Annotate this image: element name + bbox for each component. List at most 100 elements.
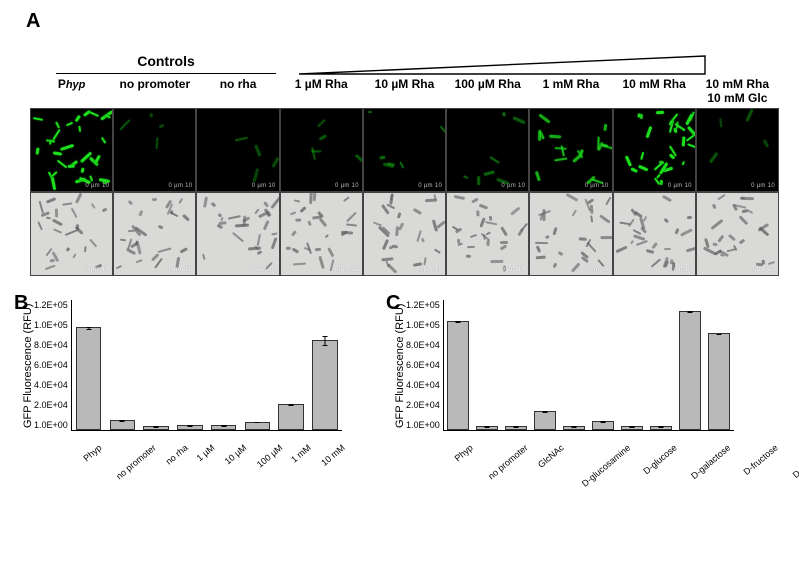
scale-bar-label: 0 µm 10 — [335, 183, 359, 189]
panel-c-xlabels: Phypno promoterGlcNAcD-glucosamineD-gluc… — [440, 431, 730, 451]
bar-slot — [173, 300, 207, 430]
ytick-label: 1.0E+05 — [406, 320, 440, 330]
ytick-label: 1.0E+05 — [34, 320, 68, 330]
bar — [143, 426, 169, 430]
scale-bar-label: 0 µm 10 — [169, 267, 193, 273]
panel-c: C GFP Fluorescence (RFU) 1.2E+051.0E+058… — [392, 300, 762, 451]
bar-slot — [72, 300, 106, 430]
xtick-label: D-galactose — [683, 431, 737, 481]
bar — [592, 421, 614, 430]
fluorescence-image: 0 µm 10 — [446, 108, 529, 192]
error-bar — [88, 327, 89, 330]
scale-bar-label: 0 µm 10 — [418, 183, 442, 189]
scale-bar-label: 0 µm 10 — [85, 183, 109, 189]
scale-bar-label: 0 µm 10 — [85, 267, 109, 273]
panel-a-col-label: 10 µM Rha — [363, 78, 446, 108]
bar-slot — [473, 300, 502, 430]
panel-a-col-label: 10 mM Rha10 mM Glc — [696, 78, 779, 108]
bar — [312, 340, 338, 430]
fluorescence-image: 0 µm 10 — [196, 108, 279, 192]
error-bar — [458, 321, 459, 323]
ytick-label: 1.0E+00 — [406, 420, 440, 430]
scale-bar-label: 0 µm 10 — [585, 267, 609, 273]
bar-slot — [308, 300, 342, 430]
bar-slot — [241, 300, 275, 430]
bar — [447, 321, 469, 430]
bar-slot — [618, 300, 647, 430]
scale-bar-label: 0 µm 10 — [169, 183, 193, 189]
xtick-label: D-glucosamine — [573, 431, 636, 489]
panel-b-plot-area — [71, 300, 342, 431]
panel-b-bars — [72, 300, 342, 430]
panel-b-xlabels: Phypno promoterno rha1 µM10 µM100 µM1 mM… — [68, 431, 338, 451]
scale-bar-label: 0 µm 10 — [418, 267, 442, 273]
scale-bar-label: 0 µm 10 — [252, 183, 276, 189]
fluorescence-image: 0 µm 10 — [363, 108, 446, 192]
bar — [563, 426, 585, 430]
fluorescence-image: 0 µm 10 — [529, 108, 612, 192]
brightfield-image: 0 µm 10 — [613, 192, 696, 276]
scale-bar-label: 0 µm 10 — [585, 183, 609, 189]
bar — [76, 327, 102, 430]
brightfield-image: 0 µm 10 — [529, 192, 612, 276]
bar — [245, 422, 271, 431]
panel-a-col-label: 1 µM Rha — [280, 78, 363, 108]
panel-a-col-label: Phyp — [30, 78, 113, 108]
panels-bc-row: B GFP Fluorescence (RFU) 1.2E+051.0E+058… — [20, 300, 779, 451]
brightfield-image: 0 µm 10 — [113, 192, 196, 276]
panel-a-header: Controls — [20, 20, 779, 76]
fluorescence-image: 0 µm 10 — [613, 108, 696, 192]
xtick-label: GlcNAc — [530, 431, 571, 470]
panel-a-col-label: 100 µM Rha — [446, 78, 529, 108]
fluorescence-row: 0 µm 10 0 µm 10 0 µm 10 0 µm 10 0 µm 10 0 µm … — [30, 108, 779, 192]
panel-c-plot-area — [443, 300, 734, 431]
bar-slot — [705, 300, 734, 430]
scale-bar-label: 0 µm 10 — [668, 267, 692, 273]
bar — [505, 426, 527, 430]
xtick-label: 10 mM — [312, 431, 351, 468]
xtick-label: D-mannose — [784, 431, 799, 480]
scale-bar-label: 0 µm 10 — [501, 183, 525, 189]
bar — [650, 426, 672, 430]
controls-group: Controls — [40, 53, 292, 76]
figure: A Controls Phypno promoterno rha1 µM Rha… — [20, 20, 779, 451]
error-bar — [719, 334, 720, 336]
brightfield-image: 0 µm 10 — [280, 192, 363, 276]
panel-b-ylabel: GFP Fluorescence (RFU) — [20, 300, 34, 431]
panel-a-col-label: 10 mM Rha — [613, 78, 696, 108]
fluorescence-image: 0 µm 10 — [30, 108, 113, 192]
xtick-label: no promoter — [108, 431, 163, 481]
bar — [211, 425, 237, 430]
bar — [476, 426, 498, 430]
panel-a-col-label: no rha — [196, 78, 279, 108]
bar — [708, 333, 730, 430]
xtick-label: D-fructose — [735, 431, 784, 477]
bar-slot — [560, 300, 589, 430]
panel-c-yticks: 1.2E+051.0E+058.0E+046.0E+044.0E+042.0E+… — [406, 300, 443, 430]
fluorescence-image: 0 µm 10 — [696, 108, 779, 192]
brightfield-row: 0 µm 10 0 µm 10 0 µm 10 0 µm 10 0 µm 10 0 µm … — [30, 192, 779, 276]
bar-slot — [444, 300, 473, 430]
panel-a-images: 0 µm 10 0 µm 10 0 µm 10 0 µm 10 0 µm 10 0 µm … — [20, 108, 779, 276]
ytick-label: 8.0E+04 — [34, 340, 68, 350]
error-bar — [324, 336, 325, 346]
bar-slot — [502, 300, 531, 430]
bar — [679, 311, 701, 430]
xtick-label: Phyp — [446, 431, 479, 463]
bar-slot — [676, 300, 705, 430]
bar-slot — [106, 300, 140, 430]
xtick-label: 1 mM — [283, 431, 318, 465]
brightfield-image: 0 µm 10 — [363, 192, 446, 276]
bar — [177, 425, 203, 430]
panel-a: A Controls Phypno promoterno rha1 µM Rha… — [20, 20, 779, 276]
bar-slot — [531, 300, 560, 430]
bar-slot — [139, 300, 173, 430]
ytick-label: 1.2E+05 — [34, 300, 68, 310]
xtick-label: 10 µM — [216, 431, 253, 466]
panel-c-bars — [444, 300, 734, 430]
panel-c-ylabel: GFP Fluorescence (RFU) — [392, 300, 406, 431]
bar-slot — [274, 300, 308, 430]
ytick-label: 4.0E+04 — [34, 380, 68, 390]
fluorescence-image: 0 µm 10 — [113, 108, 196, 192]
scale-bar-label: 0 µm 10 — [668, 183, 692, 189]
